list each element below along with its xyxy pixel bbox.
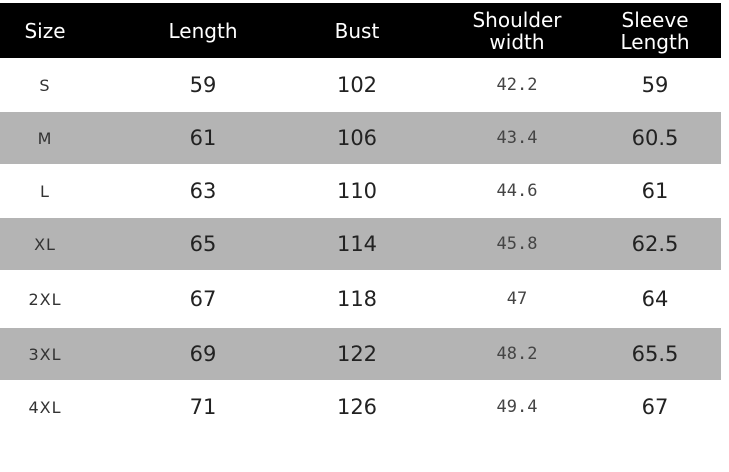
cell-shoulder: 49.4 [496, 397, 538, 417]
cell-size: 4XL [28, 397, 62, 417]
cell-length: 61 [189, 126, 217, 150]
header-length: Length [168, 18, 238, 43]
cell-shoulder: 48.2 [496, 344, 538, 364]
cell-sleeve: 67 [641, 395, 669, 419]
cell-shoulder: 45.8 [496, 234, 538, 254]
cell-shoulder: 44.6 [496, 181, 538, 201]
cell-size: M [37, 128, 53, 148]
cell-bust: 118 [336, 287, 378, 311]
cell-bust: 106 [336, 126, 378, 150]
cell-size: S [39, 75, 51, 95]
cell-length: 67 [189, 287, 217, 311]
cell-length: 69 [189, 342, 217, 366]
cell-length: 59 [189, 73, 217, 97]
table-row: 4XL 71 126 49.4 67 [0, 380, 721, 434]
cell-bust: 126 [336, 395, 378, 419]
table-header: Size Length Bust Shoulder width Sleeve Lengt… [0, 3, 721, 58]
cell-shoulder: 43.4 [496, 128, 538, 148]
cell-bust: 114 [336, 232, 378, 256]
header-bust: Bust [334, 18, 380, 43]
cell-size: XL [34, 234, 56, 254]
cell-sleeve: 60.5 [631, 126, 679, 150]
cell-size: 3XL [28, 344, 62, 364]
header-shoulder: Shoulder width [472, 7, 562, 54]
cell-sleeve: 64 [641, 287, 669, 311]
header-sleeve: Sleeve Length [620, 7, 690, 54]
cell-bust: 102 [336, 73, 378, 97]
table-row: M 61 106 43.4 60.5 [0, 112, 721, 164]
cell-sleeve: 59 [641, 73, 669, 97]
cell-length: 71 [189, 395, 217, 419]
cell-bust: 110 [336, 179, 378, 203]
cell-length: 65 [189, 232, 217, 256]
table-row: S 59 102 42.2 59 [0, 58, 721, 112]
cell-sleeve: 65.5 [631, 342, 679, 366]
table-row: 2XL 67 118 47 64 [0, 270, 721, 328]
cell-shoulder: 47 [506, 289, 528, 309]
cell-length: 63 [189, 179, 217, 203]
cell-size: 2XL [28, 289, 62, 309]
cell-bust: 122 [336, 342, 378, 366]
table-row: XL 65 114 45.8 62.5 [0, 218, 721, 270]
cell-size: L [40, 181, 50, 201]
header-size: Size [24, 18, 66, 43]
cell-sleeve: 61 [641, 179, 669, 203]
cell-sleeve: 62.5 [631, 232, 679, 256]
table-row: 3XL 69 122 48.2 65.5 [0, 328, 721, 380]
table-row: L 63 110 44.6 61 [0, 164, 721, 218]
cell-shoulder: 42.2 [496, 75, 538, 95]
